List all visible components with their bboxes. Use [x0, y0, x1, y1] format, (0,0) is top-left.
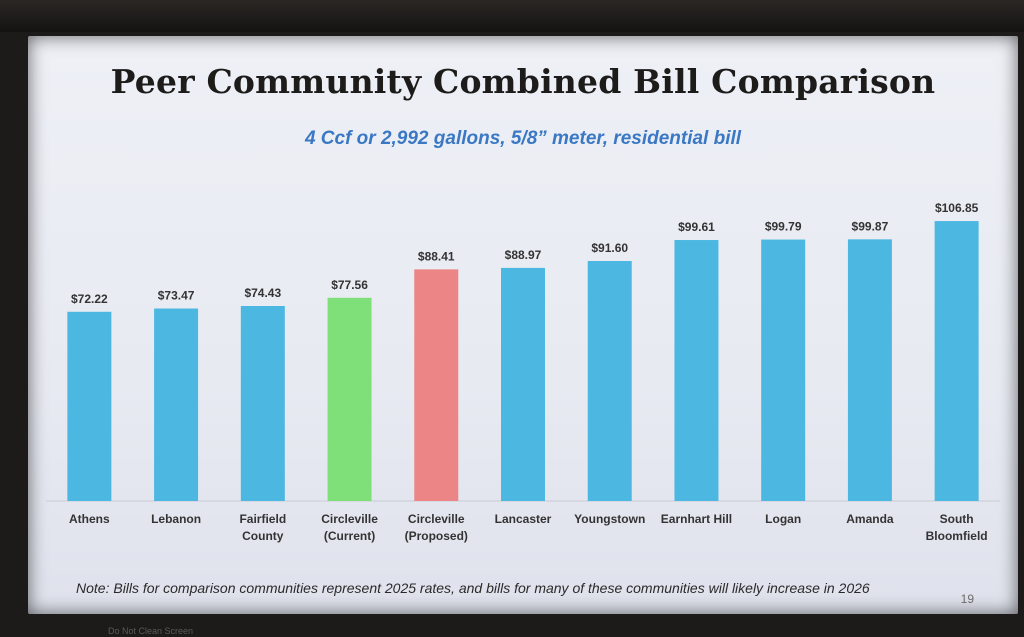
data-label: $91.60 [591, 241, 628, 255]
category-label: Athens [69, 512, 110, 526]
data-label: $77.56 [331, 278, 368, 292]
category-label: Amanda [846, 512, 894, 526]
data-label: $99.61 [678, 220, 715, 234]
category-label: South Bloomfield [926, 512, 988, 543]
data-label: $99.87 [852, 219, 889, 233]
slide: Peer Community Combined Bill Comparison … [28, 36, 1018, 614]
bar [154, 308, 199, 501]
category-label: Youngstown [574, 512, 645, 526]
page-number: 19 [960, 592, 974, 606]
category-label: Logan [765, 512, 801, 526]
bar-chart: $72.22 Athens $73.47 Lebanon $74.43 Fairfield… [46, 201, 1000, 543]
bar [934, 221, 979, 501]
category-label: Earnhart Hill [661, 512, 732, 526]
slide-note: Note: Bills for comparison communities r… [76, 580, 870, 596]
monitor-bezel [0, 0, 1024, 32]
data-label: $73.47 [158, 289, 195, 303]
category-label: Fairfield County [239, 512, 286, 543]
data-label: $72.22 [71, 292, 108, 306]
category-label: Lancaster [495, 512, 552, 526]
category-label: Circleville (Current) [321, 512, 378, 543]
bar [761, 239, 806, 501]
bar [240, 305, 285, 501]
bar [674, 240, 719, 501]
category-label: Lebanon [151, 512, 201, 526]
bar [847, 239, 892, 501]
bar [587, 261, 632, 501]
data-label: $88.97 [505, 248, 542, 262]
bar [501, 267, 545, 501]
data-label: $88.41 [418, 249, 455, 263]
data-label: $74.43 [244, 286, 281, 300]
slide-title: Peer Community Combined Bill Comparison [110, 62, 936, 101]
bar [414, 269, 459, 501]
data-label: $99.79 [765, 220, 802, 234]
bar [67, 311, 112, 501]
slide-subtitle: 4 Ccf or 2,992 gallons, 5/8” meter, resi… [304, 128, 742, 149]
monitor-label: Do Not Clean Screen [108, 626, 194, 636]
category-label: Circleville (Proposed) [405, 512, 468, 543]
data-label: $106.85 [935, 201, 979, 215]
bar [327, 297, 372, 501]
